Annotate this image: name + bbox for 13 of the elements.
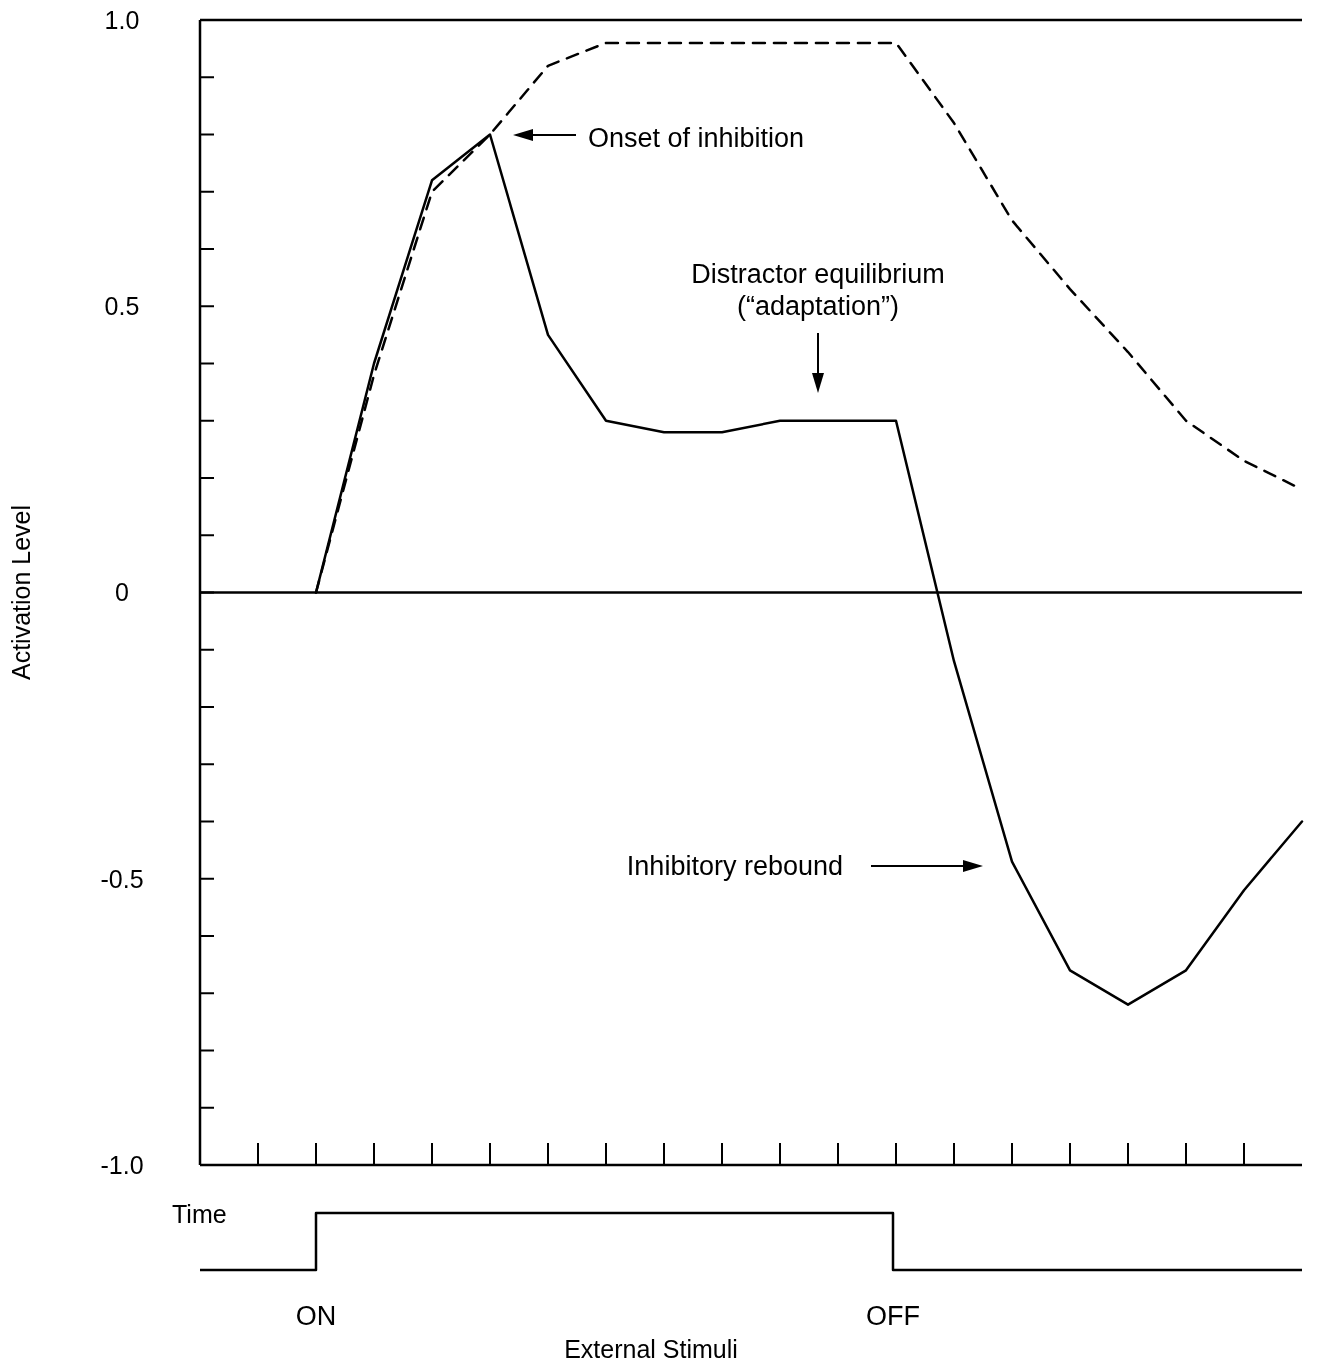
annotation: Distractor equilibrium (“adaptation”): [691, 259, 945, 321]
annotation: Inhibitory rebound: [626, 851, 843, 882]
y-tick-label: 1.0: [104, 5, 140, 34]
text: OFF: [866, 1301, 920, 1331]
y-tick-label: -0.5: [100, 864, 144, 893]
annotation: Onset of inhibition: [588, 123, 805, 154]
y-tick-label: 0: [115, 578, 129, 607]
x-axis-title: Time: [172, 1200, 227, 1228]
text: ON: [295, 1301, 337, 1331]
y-tick-label: -1.0: [100, 1150, 144, 1179]
y-tick-label: 0.5: [104, 292, 140, 320]
text: External Stimuli: [564, 1335, 738, 1363]
y-axis-title: Activation Level: [7, 504, 35, 681]
